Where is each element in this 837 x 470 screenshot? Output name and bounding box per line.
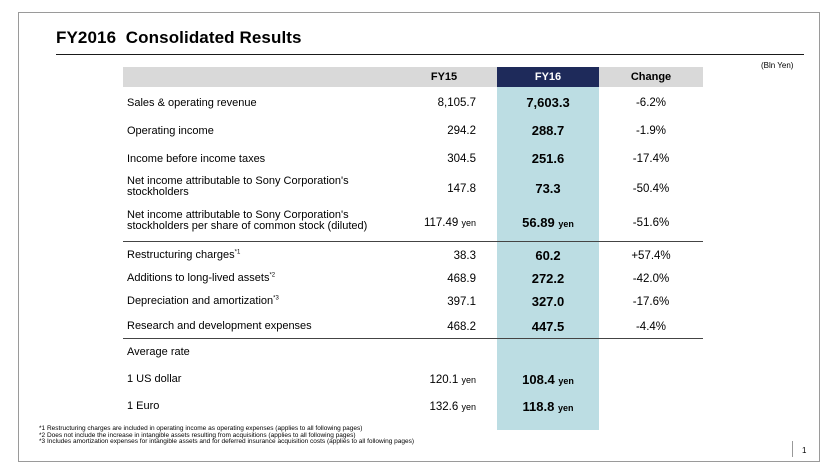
row-change: -17.6% bbox=[632, 296, 670, 308]
row-fy16-unit: yen bbox=[558, 219, 574, 229]
usd-fy16-value: 108.4 bbox=[522, 372, 555, 387]
row-label-text: Restructuring charges bbox=[127, 249, 235, 261]
header-change: Change bbox=[630, 71, 672, 83]
row-fy16: 288.7 bbox=[531, 123, 565, 138]
row-fy16: 327.0 bbox=[531, 294, 565, 309]
row-label-text: Depreciation and amortization bbox=[127, 295, 274, 307]
table-separator bbox=[123, 338, 703, 339]
table-row: Average rate bbox=[19, 340, 821, 366]
footnote-marker: *1 bbox=[234, 249, 241, 256]
row-change: -6.2% bbox=[635, 97, 667, 109]
table-row: Restructuring charges*1 38.3 60.2 +57.4% bbox=[19, 243, 821, 267]
row-change: -42.0% bbox=[632, 273, 670, 285]
table-row: Net income attributable to Sony Corporat… bbox=[19, 173, 821, 205]
row-label: Restructuring charges*1 bbox=[127, 249, 241, 261]
row-change: -17.4% bbox=[632, 153, 670, 165]
table-separator bbox=[123, 241, 703, 242]
eur-fy16-value: 118.8 bbox=[522, 399, 555, 414]
row-fy15: 468.9 bbox=[447, 273, 476, 285]
eur-fy16-unit: yen bbox=[557, 403, 574, 413]
page-number-divider bbox=[792, 441, 793, 457]
table-row: Operating income 294.2 288.7 -1.9% bbox=[19, 117, 821, 145]
slide: FY2016 Consolidated Results (Bln Yen) FY… bbox=[18, 12, 820, 462]
row-fy15: 117.49 yen bbox=[424, 217, 476, 229]
usd-fy15-value: 120.1 bbox=[429, 374, 459, 386]
row-fy15-unit: yen bbox=[461, 218, 476, 228]
table-row: 1 US dollar 120.1 yen 108.4 yen bbox=[19, 366, 821, 392]
row-change: -4.4% bbox=[635, 321, 667, 333]
row-label: Depreciation and amortization*3 bbox=[127, 295, 279, 307]
row-label: 1 US dollar bbox=[127, 373, 182, 385]
page-title: FY2016 Consolidated Results bbox=[56, 28, 302, 47]
row-fy16: 60.2 bbox=[535, 248, 561, 263]
row-fy15: 304.5 bbox=[447, 153, 476, 165]
footnote-marker: *2 bbox=[269, 272, 276, 279]
row-label-line1: Net income attributable to Sony Corporat… bbox=[127, 209, 349, 221]
table-row: Additions to long-lived assets*2 468.9 2… bbox=[19, 267, 821, 291]
row-fy15: 294.2 bbox=[447, 125, 476, 137]
row-change: -50.4% bbox=[632, 183, 670, 195]
footnotes: *1 Restructuring charges are included in… bbox=[39, 425, 415, 446]
table-row: Research and development expenses 468.2 … bbox=[19, 315, 821, 339]
row-fy15: 397.1 bbox=[447, 296, 476, 308]
usd-fy16-unit: yen bbox=[558, 376, 574, 386]
row-label: Additions to long-lived assets*2 bbox=[127, 272, 276, 284]
row-fy15: 132.6 yen bbox=[430, 401, 477, 413]
row-fy16: 7,603.3 bbox=[526, 95, 570, 110]
eur-fy15-value: 132.6 bbox=[429, 401, 459, 413]
title-rule bbox=[56, 54, 804, 55]
row-fy16: 73.3 bbox=[535, 181, 561, 196]
row-fy16: 251.6 bbox=[531, 151, 565, 166]
row-label-line2: stockholders per share of common stock (… bbox=[127, 220, 368, 232]
eur-fy15-unit: yen bbox=[461, 402, 476, 412]
row-fy15-value: 117.49 bbox=[423, 217, 459, 229]
row-change: -1.9% bbox=[635, 125, 667, 137]
row-fy15: 147.8 bbox=[447, 183, 476, 195]
row-change: +57.4% bbox=[631, 250, 671, 262]
row-fy16: 56.89 yen bbox=[497, 216, 599, 231]
table-row: 1 Euro 132.6 yen 118.8 yen bbox=[19, 393, 821, 419]
header-fy16: FY16 bbox=[497, 67, 599, 87]
footnote-marker: *3 bbox=[273, 295, 279, 302]
usd-fy15-unit: yen bbox=[461, 375, 476, 385]
page-number: 1 bbox=[802, 446, 807, 455]
row-label-line2: stockholders bbox=[127, 186, 189, 198]
table-row: Net income attributable to Sony Corporat… bbox=[19, 207, 821, 239]
footnote-1: *1 Restructuring charges are included in… bbox=[39, 425, 363, 432]
table-row: Sales & operating revenue 8,105.7 7,603.… bbox=[19, 89, 821, 117]
row-label: Sales & operating revenue bbox=[127, 97, 257, 109]
row-label: Operating income bbox=[127, 125, 214, 137]
row-label-line1: Net income attributable to Sony Corporat… bbox=[127, 175, 349, 187]
footnote-2: *2 Does not include the increase in inta… bbox=[39, 431, 356, 439]
row-fy16: 108.4 yen bbox=[497, 373, 599, 388]
row-fy16: 447.5 bbox=[531, 319, 565, 334]
row-label: Income before income taxes bbox=[127, 153, 266, 165]
unit-label: (Bln Yen) bbox=[761, 61, 794, 70]
row-label: Research and development expenses bbox=[127, 320, 312, 332]
average-rate-label: Average rate bbox=[127, 346, 190, 358]
row-label-text: Additions to long-lived assets bbox=[127, 272, 270, 284]
header-fy15: FY15 bbox=[430, 71, 458, 83]
row-fy16: 118.8 yen bbox=[497, 400, 599, 415]
row-fy15: 8,105.7 bbox=[437, 97, 476, 109]
row-fy15: 468.2 bbox=[447, 321, 476, 333]
row-fy15: 120.1 yen bbox=[430, 374, 477, 386]
table-row: Income before income taxes 304.5 251.6 -… bbox=[19, 145, 821, 173]
footnote-3: *3 Includes amortization expenses for in… bbox=[39, 438, 415, 445]
fy16-column-highlight bbox=[497, 67, 599, 430]
row-fy16: 272.2 bbox=[531, 271, 565, 286]
row-label: 1 Euro bbox=[127, 400, 160, 412]
row-change: -51.6% bbox=[632, 217, 670, 229]
row-fy16-value: 56.89 bbox=[522, 215, 555, 230]
row-fy15: 38.3 bbox=[453, 250, 476, 262]
table-row: Depreciation and amortization*3 397.1 32… bbox=[19, 291, 821, 315]
